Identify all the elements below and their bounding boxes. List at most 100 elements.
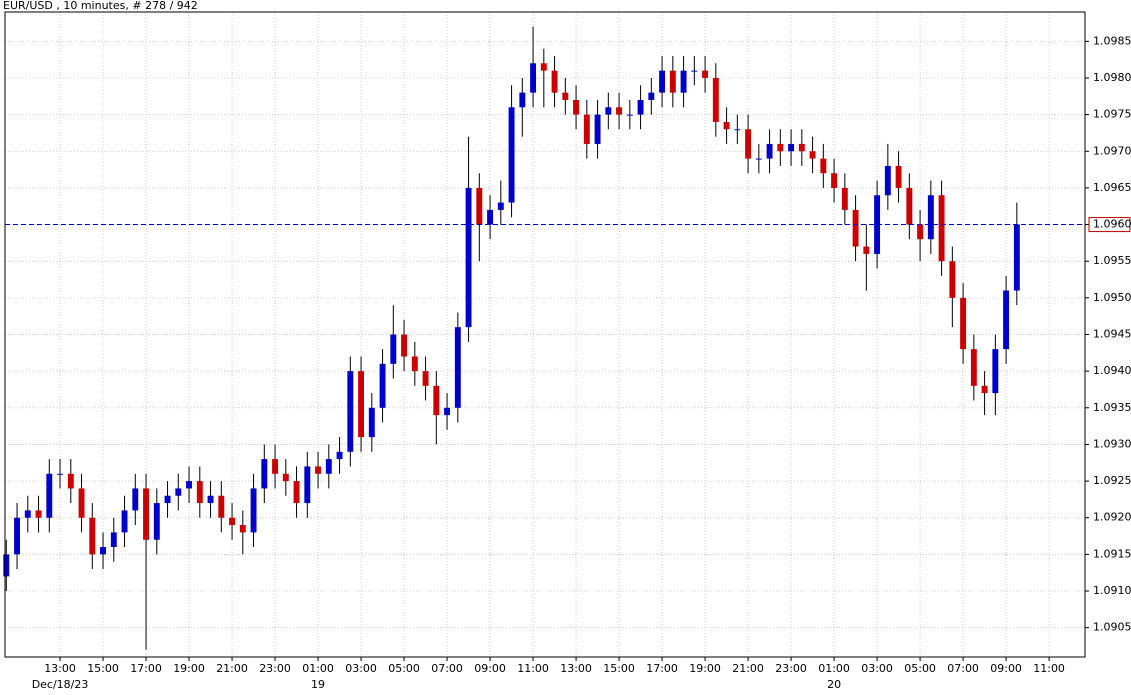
candle-body [3,554,10,577]
candle-body [712,77,719,122]
x-tick-label: 19:00 [689,662,721,675]
y-tick-label: 1.0920 [1093,511,1131,524]
candle-body [164,495,171,504]
candle-body [551,70,558,93]
candle-body [583,114,590,144]
candle-body [229,517,236,526]
y-tick-label: 1.0965 [1093,181,1131,194]
x-tick-label: 09:00 [990,662,1022,675]
y-tick-label: 1.0950 [1093,291,1131,304]
candle-body [57,473,63,475]
candle-body [390,334,397,364]
candle-body [196,481,203,504]
candle-body [261,459,268,489]
candle-body [691,70,698,72]
x-tick-label: 09:00 [474,662,506,675]
chart-title: EUR/USD , 10 minutes, # 278 / 942 [3,0,198,12]
y-tick-label: 1.0970 [1093,144,1131,157]
x-tick-label: 13:00 [44,662,76,675]
y-tick-label: 1.0985 [1093,34,1131,47]
x-tick-label: 03:00 [861,662,893,675]
candle-body [906,187,913,225]
y-tick-label: 1.0940 [1093,364,1131,377]
x-tick-label: 21:00 [732,662,764,675]
candle-body [605,107,612,115]
last-price-label: 1.0960 [1093,218,1131,231]
y-tick-label: 1.0915 [1093,547,1131,560]
candle-body [422,371,429,386]
candle-body [927,195,934,240]
candle-body [325,459,332,474]
candle-body [863,246,870,254]
candle-body [820,158,827,174]
last-price-box [1088,217,1131,233]
candle-body [960,297,967,350]
candle-body [67,473,74,489]
candle-body [734,129,741,131]
candle-body [659,70,666,93]
candle-body [573,99,580,115]
candle-body [723,121,730,130]
y-tick-label: 1.0955 [1093,254,1131,267]
candle-body [809,151,816,159]
candle-body [401,334,408,357]
candle-body [411,356,418,372]
candle-body [175,488,182,496]
candle-body [1013,224,1020,291]
x-tick-label: 01:00 [818,662,850,675]
candle-body [110,532,117,548]
candle-body [186,481,193,489]
candle-body [24,510,31,518]
y-tick-label: 1.0945 [1093,328,1131,341]
candle-body [992,349,999,394]
x-tick-label: 01:00 [302,662,334,675]
candle-body [476,187,483,225]
x-tick-label: 21:00 [216,662,248,675]
y-tick-label: 1.0905 [1093,621,1131,634]
x-tick-label: 15:00 [603,662,635,675]
candle-body [895,165,902,188]
candle-body [669,70,676,93]
candle-body [304,466,311,504]
date-label: Dec/18/23 [32,678,89,691]
candle-body [35,510,42,518]
candle-body [831,173,838,188]
candle-body [250,488,257,533]
x-tick-label: 05:00 [388,662,420,675]
x-tick-label: 11:00 [517,662,549,675]
candle-body [637,99,644,115]
candle-body [78,488,85,518]
candle-body [702,70,709,78]
y-tick-label: 1.0935 [1093,401,1131,414]
candle-body [218,495,225,518]
candle-body [454,327,461,408]
candle-body [745,129,752,159]
candle-body [497,202,504,210]
candle-body [465,187,472,328]
x-tick-label: 15:00 [87,662,119,675]
x-tick-label: 19:00 [173,662,205,675]
candle-body [530,63,537,93]
date-label: 19 [311,678,325,691]
candle-body [798,143,805,152]
candle-body [777,143,784,152]
date-label: 20 [827,678,841,691]
x-tick-label: 07:00 [431,662,463,675]
x-tick-label: 11:00 [1033,662,1065,675]
candle-body [282,473,289,482]
candle-body [680,70,687,93]
candle-body [788,143,795,152]
y-tick-label: 1.0925 [1093,474,1131,487]
candle-body [379,363,386,408]
candle-body [487,209,494,225]
candle-body [336,451,343,460]
candle-body [949,261,956,298]
candle-body [14,517,20,555]
candle-body [46,473,53,518]
candle-body [648,92,655,100]
candle-body [293,481,300,504]
candle-body [540,63,547,71]
